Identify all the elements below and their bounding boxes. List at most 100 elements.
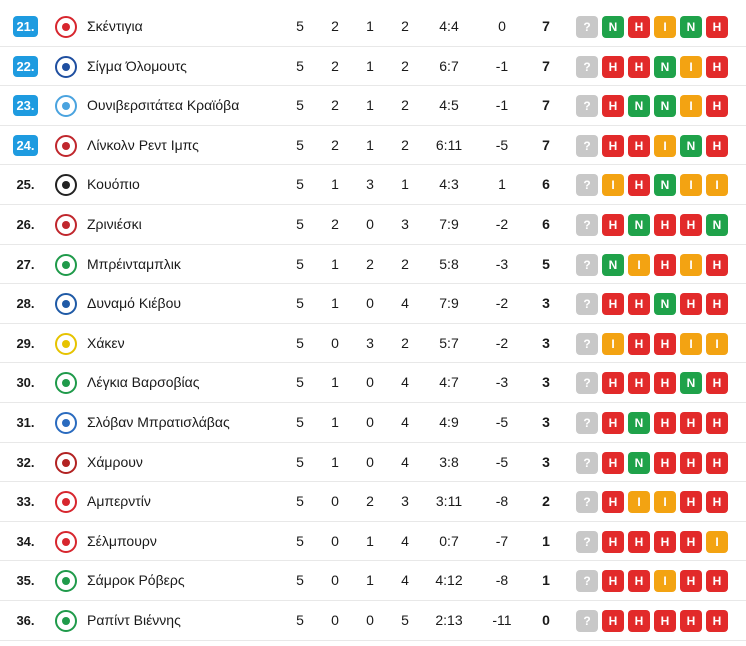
team-name[interactable]: Σέλμπουρν (87, 532, 157, 549)
form-result-badge[interactable]: H (680, 213, 702, 236)
table-row[interactable]: 30. Λέγκια Βαρσοβίας 5 1 0 4 4:7 -3 3 ? H… (0, 363, 746, 403)
form-upcoming-badge[interactable]: ? (576, 293, 598, 316)
form-result-badge[interactable]: H (680, 530, 702, 553)
form-result-badge[interactable]: N (680, 16, 702, 38)
form-result-badge[interactable]: H (706, 95, 728, 118)
table-row[interactable]: 22. Σίγμα Όλομουτς 5 2 1 2 6:7 -1 7 ? H H N… (0, 47, 746, 87)
form-upcoming-badge[interactable]: ? (576, 609, 598, 632)
form-result-badge[interactable]: I (628, 491, 650, 514)
form-result-badge[interactable]: H (706, 293, 728, 316)
form-result-badge[interactable]: H (706, 491, 728, 514)
form-result-badge[interactable]: N (602, 16, 624, 38)
form-result-badge[interactable]: H (602, 55, 624, 78)
form-result-badge[interactable]: H (680, 411, 702, 434)
form-result-badge[interactable]: I (680, 174, 702, 197)
table-row[interactable]: 24. Λίνκολν Ρεντ Ιμπς 5 2 1 2 6:11 -5 7 … (0, 126, 746, 166)
form-result-badge[interactable]: H (706, 570, 728, 593)
form-result-badge[interactable]: N (654, 293, 676, 316)
form-result-badge[interactable]: N (628, 213, 650, 236)
team-name[interactable]: Ζρινιέσκι (87, 215, 142, 232)
team-name[interactable]: Κουόπιο (87, 176, 140, 193)
form-result-badge[interactable]: H (680, 451, 702, 474)
team-name[interactable]: Σλόβαν Μπρατισλάβας (87, 413, 230, 430)
form-result-badge[interactable]: H (628, 372, 650, 395)
team-name[interactable]: Αμπερντίν (87, 493, 151, 510)
form-upcoming-badge[interactable]: ? (576, 451, 598, 474)
form-result-badge[interactable]: H (654, 451, 676, 474)
form-result-badge[interactable]: I (680, 55, 702, 78)
table-row[interactable]: 34. Σέλμπουρν 5 0 1 4 0:7 -7 1 ? H H H H I (0, 522, 746, 562)
form-result-badge[interactable]: H (706, 55, 728, 78)
team-name[interactable]: Σίγμα Όλομουτς (87, 57, 187, 74)
form-result-badge[interactable]: H (602, 372, 624, 395)
table-row[interactable]: 27. Μπρέινταμπλικ 5 1 2 2 5:8 -3 5 ? N I H I… (0, 245, 746, 285)
form-result-badge[interactable]: H (628, 570, 650, 593)
team-name[interactable]: Δυναμό Κιέβου (87, 295, 182, 312)
form-upcoming-badge[interactable]: ? (576, 491, 598, 514)
table-row[interactable]: 36. Ραπίντ Βιέννης 5 0 0 5 2:13 -11 0 ? H… (0, 601, 746, 641)
form-result-badge[interactable]: I (680, 332, 702, 355)
form-result-badge[interactable]: H (654, 213, 676, 236)
team-name[interactable]: Χάμρουν (87, 453, 143, 470)
table-row[interactable]: 31. Σλόβαν Μπρατισλάβας 5 1 0 4 4:9 -5 3… (0, 403, 746, 443)
table-row[interactable]: 28. Δυναμό Κιέβου 5 1 0 4 7:9 -2 3 ? H H N H… (0, 284, 746, 324)
form-result-badge[interactable]: H (680, 609, 702, 632)
form-result-badge[interactable]: N (628, 411, 650, 434)
form-result-badge[interactable]: H (628, 530, 650, 553)
form-result-badge[interactable]: I (706, 332, 728, 355)
form-upcoming-badge[interactable]: ? (576, 411, 598, 434)
form-result-badge[interactable]: I (654, 570, 676, 593)
form-result-badge[interactable]: N (602, 253, 624, 276)
form-result-badge[interactable]: H (628, 609, 650, 632)
team-name[interactable]: Χάκεν (87, 334, 125, 351)
form-result-badge[interactable]: H (706, 609, 728, 632)
form-upcoming-badge[interactable]: ? (576, 530, 598, 553)
team-name[interactable]: Σάμροκ Ρόβερς (87, 572, 185, 589)
form-result-badge[interactable]: I (602, 332, 624, 355)
table-row[interactable]: 26. Ζρινιέσκι 5 2 0 3 7:9 -2 6 ? H N H H N (0, 205, 746, 245)
form-result-badge[interactable]: H (706, 16, 728, 38)
form-result-badge[interactable]: H (654, 253, 676, 276)
form-result-badge[interactable]: N (680, 372, 702, 395)
form-result-badge[interactable]: I (602, 174, 624, 197)
team-name[interactable]: Ραπίντ Βιέννης (87, 611, 181, 628)
form-result-badge[interactable]: H (628, 293, 650, 316)
table-row[interactable]: 21. Σκέντιγια 5 2 1 2 4:4 0 7 ? N H I N H (0, 7, 746, 47)
form-result-badge[interactable]: I (680, 95, 702, 118)
form-result-badge[interactable]: H (602, 293, 624, 316)
form-result-badge[interactable]: N (654, 174, 676, 197)
team-name[interactable]: Μπρέινταμπλικ (87, 255, 181, 272)
form-upcoming-badge[interactable]: ? (576, 570, 598, 593)
form-result-badge[interactable]: H (628, 332, 650, 355)
form-result-badge[interactable]: I (654, 134, 676, 157)
form-upcoming-badge[interactable]: ? (576, 332, 598, 355)
form-result-badge[interactable]: H (628, 55, 650, 78)
form-result-badge[interactable]: H (654, 332, 676, 355)
form-result-badge[interactable]: N (654, 95, 676, 118)
form-result-badge[interactable]: H (706, 372, 728, 395)
form-result-badge[interactable]: H (602, 411, 624, 434)
form-result-badge[interactable]: H (654, 411, 676, 434)
form-upcoming-badge[interactable]: ? (576, 55, 598, 78)
table-row[interactable]: 35. Σάμροκ Ρόβερς 5 0 1 4 4:12 -8 1 ? H H I… (0, 561, 746, 601)
form-result-badge[interactable]: H (602, 609, 624, 632)
form-result-badge[interactable]: I (706, 530, 728, 553)
form-result-badge[interactable]: I (628, 253, 650, 276)
team-name[interactable]: Λίνκολν Ρεντ Ιμπς (87, 136, 199, 153)
form-upcoming-badge[interactable]: ? (576, 174, 598, 197)
form-upcoming-badge[interactable]: ? (576, 134, 598, 157)
table-row[interactable]: 33. Αμπερντίν 5 0 2 3 3:11 -8 2 ? H I I H H (0, 482, 746, 522)
form-result-badge[interactable]: H (628, 134, 650, 157)
form-result-badge[interactable]: H (628, 16, 650, 38)
form-result-badge[interactable]: I (680, 253, 702, 276)
team-name[interactable]: Ουνιβερσιτάτεα Κραϊόβα (87, 97, 240, 114)
form-upcoming-badge[interactable]: ? (576, 253, 598, 276)
form-upcoming-badge[interactable]: ? (576, 16, 598, 38)
form-result-badge[interactable]: N (654, 55, 676, 78)
form-result-badge[interactable]: H (602, 570, 624, 593)
form-upcoming-badge[interactable]: ? (576, 213, 598, 236)
form-result-badge[interactable]: H (628, 174, 650, 197)
form-result-badge[interactable]: H (654, 530, 676, 553)
form-result-badge[interactable]: H (602, 134, 624, 157)
form-result-badge[interactable]: H (654, 609, 676, 632)
